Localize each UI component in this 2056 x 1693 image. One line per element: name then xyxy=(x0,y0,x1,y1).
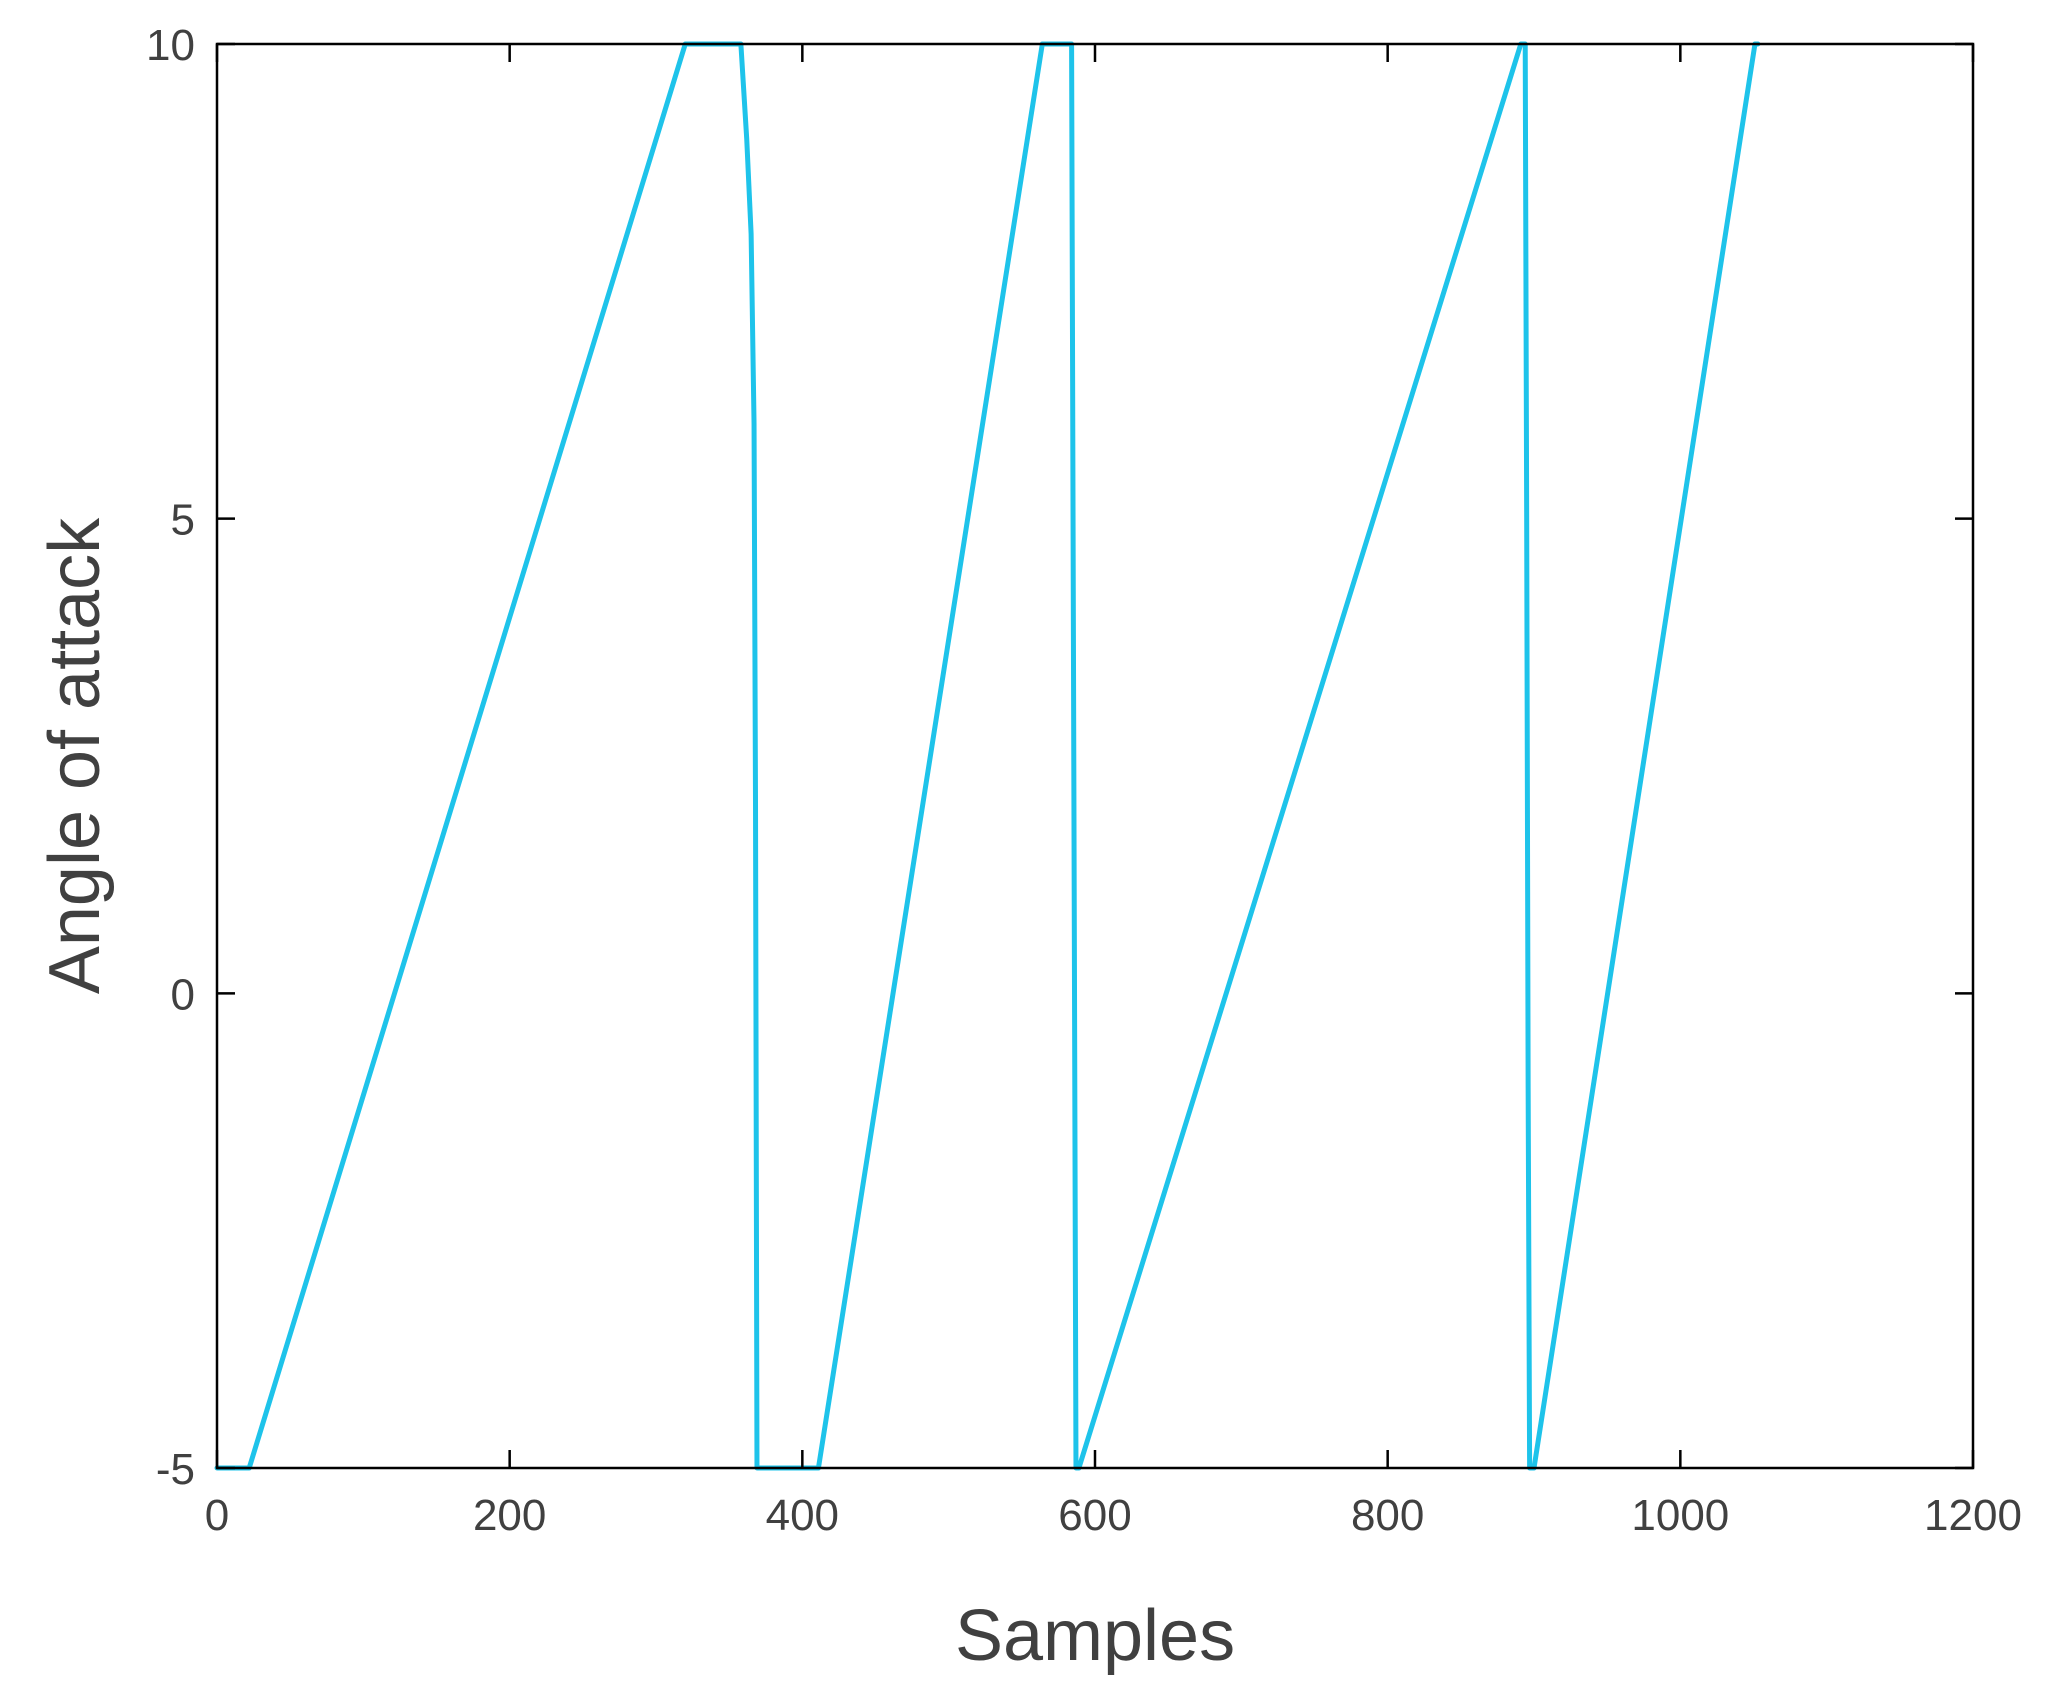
x-tick-label: 800 xyxy=(1351,1491,1424,1540)
x-tick-label: 0 xyxy=(205,1491,229,1540)
series-line xyxy=(214,41,1761,1471)
axes-frame xyxy=(215,42,1975,1470)
x-tick-label: 400 xyxy=(766,1491,839,1540)
x-tick-label: 200 xyxy=(473,1491,546,1540)
plot-area xyxy=(214,41,1761,1471)
x-tick-label: 600 xyxy=(1058,1491,1131,1540)
y-tick-label: 0 xyxy=(171,970,195,1019)
y-tick-label: 10 xyxy=(146,21,195,70)
y-axis-label: Angle of attack xyxy=(35,517,115,994)
x-tick-label: 1200 xyxy=(1924,1491,2022,1540)
x-tick-label: 1000 xyxy=(1631,1491,1729,1540)
y-tick-label: 5 xyxy=(171,496,195,545)
y-tick-label: -5 xyxy=(156,1445,195,1494)
x-axis-label: Samples xyxy=(955,1596,1235,1676)
